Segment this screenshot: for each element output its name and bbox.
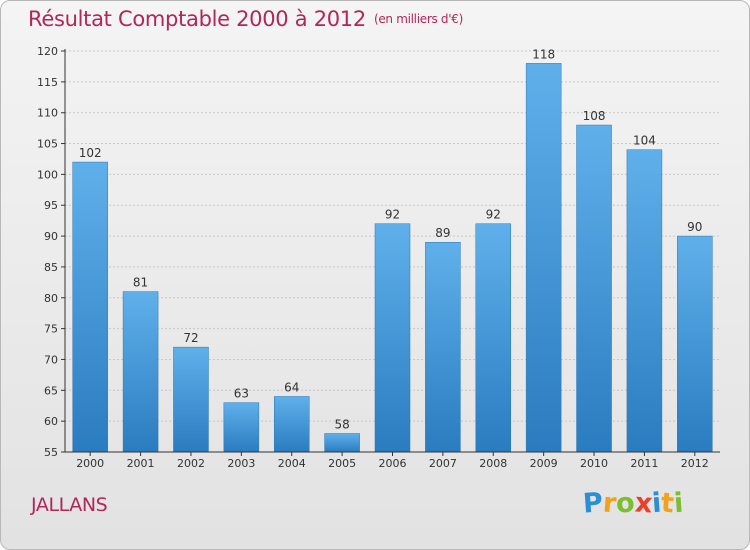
bar-2008 xyxy=(475,223,512,453)
x-tick-label-2006: 2006 xyxy=(379,457,407,470)
logo-letter: o xyxy=(615,487,636,520)
bar-2006 xyxy=(374,223,411,453)
data-labels: 102 81 72 63 64 58 92 89 92 118 108 104 90 xyxy=(79,47,703,431)
chart-title: Résultat Comptable 2000 à 2012 (en millie… xyxy=(28,7,463,31)
bar-2000 xyxy=(72,161,108,453)
y-tick-label: 60 xyxy=(44,415,58,428)
bar-2009 xyxy=(525,63,562,453)
x-tick-label-2009: 2009 xyxy=(530,457,558,470)
y-tick-label: 85 xyxy=(44,261,58,274)
x-tick-label-2001: 2001 xyxy=(127,457,155,470)
x-tick-label-2004: 2004 xyxy=(278,457,306,470)
x-tick-label-2012: 2012 xyxy=(681,457,709,470)
y-tick-label: 115 xyxy=(37,76,58,89)
x-tick-label-2008: 2008 xyxy=(479,457,507,470)
data-label-2010: 108 xyxy=(583,109,606,123)
bar-2002 xyxy=(173,346,209,453)
bar-2012 xyxy=(677,235,713,453)
x-tick-label-2002: 2002 xyxy=(177,457,205,470)
commune-name: JALLANS xyxy=(31,494,108,516)
chart-title-text: Résultat Comptable 2000 à 2012 xyxy=(28,7,366,31)
y-tick-label: 110 xyxy=(37,107,58,120)
y-tick-label: 65 xyxy=(44,384,58,397)
y-tick-label: 70 xyxy=(44,353,58,366)
bar-2004 xyxy=(273,396,310,453)
y-tick-label: 95 xyxy=(44,199,58,212)
y-tick-label: 75 xyxy=(44,323,58,336)
bar-2011 xyxy=(626,149,663,453)
data-label-2012: 90 xyxy=(687,220,702,234)
bar-2003 xyxy=(223,402,260,453)
y-tick-label: 100 xyxy=(37,168,58,181)
y-tick-label: 105 xyxy=(37,138,58,151)
y-tick-label: 55 xyxy=(44,446,58,459)
x-tick-label-2010: 2010 xyxy=(580,457,608,470)
y-tick-label: 90 xyxy=(44,230,58,243)
x-tick-label-2003: 2003 xyxy=(227,457,255,470)
data-label-2011: 104 xyxy=(633,134,656,148)
axes: 55 60 65 70 75 80 85 90 95 100 105 110 115 120 2000 200… xyxy=(37,45,720,470)
logo-letter: i xyxy=(673,487,685,520)
data-label-2002: 72 xyxy=(183,331,198,345)
x-tick-label-2000: 2000 xyxy=(76,457,104,470)
data-label-2007: 89 xyxy=(435,226,450,240)
y-tick-label: 120 xyxy=(37,45,58,58)
data-label-2001: 81 xyxy=(133,276,148,290)
x-tick-label-2005: 2005 xyxy=(328,457,356,470)
chart-unit: (en milliers d'€) xyxy=(373,12,463,26)
proxiti-logo: Proxiti xyxy=(581,487,685,520)
x-tick-label-2007: 2007 xyxy=(429,457,457,470)
data-label-2009: 118 xyxy=(532,47,555,61)
bar-2001 xyxy=(122,291,159,453)
data-label-2004: 64 xyxy=(284,380,299,394)
data-label-2000: 102 xyxy=(79,146,102,160)
y-tick-label: 80 xyxy=(44,292,58,305)
bars xyxy=(72,63,713,453)
data-label-2003: 63 xyxy=(234,387,249,401)
logo-letter: P xyxy=(581,487,604,520)
data-label-2006: 92 xyxy=(385,208,400,222)
data-label-2008: 92 xyxy=(486,208,501,222)
x-tick-label-2011: 2011 xyxy=(630,457,658,470)
data-label-2005: 58 xyxy=(334,417,349,431)
bar-2010 xyxy=(576,124,612,453)
bar-2007 xyxy=(425,241,461,453)
bar-2005 xyxy=(324,433,360,453)
